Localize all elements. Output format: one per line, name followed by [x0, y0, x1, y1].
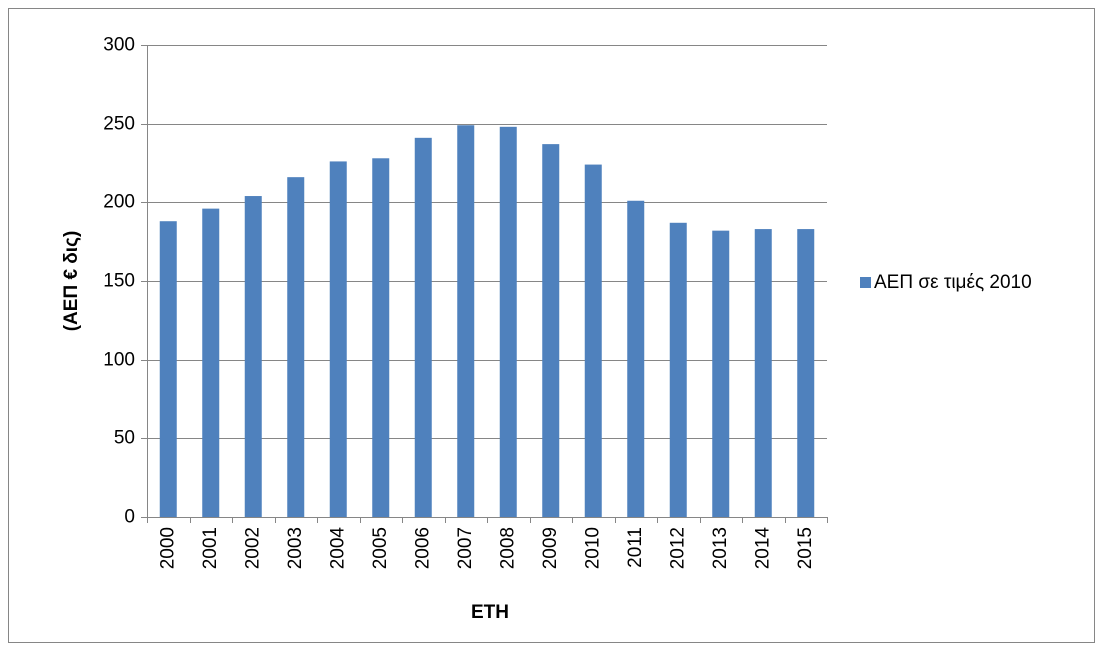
bar — [414, 137, 432, 517]
bar — [244, 196, 262, 518]
x-tick-label: 2013 — [710, 527, 731, 569]
x-tick-label: 2005 — [370, 527, 391, 569]
bar — [627, 200, 645, 517]
x-tick-label: 2009 — [540, 527, 561, 569]
bar — [542, 144, 560, 517]
x-tick-label: 2011 — [625, 527, 646, 568]
bar — [329, 161, 347, 517]
bar — [287, 177, 305, 517]
x-tick-label: 2006 — [412, 527, 433, 569]
x-tick-label: 2001 — [200, 527, 221, 569]
legend-label: ΑΕΠ σε τιμές 2010 — [874, 272, 1032, 293]
y-tick-label: 150 — [103, 271, 135, 292]
bar — [202, 208, 220, 518]
x-tick-label: 2008 — [497, 527, 518, 569]
x-axis-title: ΕΤΗ — [471, 602, 509, 623]
bar — [372, 158, 390, 517]
x-tick-label: 2014 — [752, 527, 773, 570]
bar — [499, 126, 517, 518]
legend-swatch — [860, 277, 871, 288]
bar — [754, 229, 772, 517]
y-axis-title: (ΑΕΠ € δις) — [61, 231, 82, 332]
x-tick-label: 2000 — [157, 527, 178, 569]
bar — [584, 164, 602, 517]
y-tick-label: 250 — [103, 114, 135, 135]
y-tick-label: 50 — [114, 428, 135, 449]
y-tick-label: 300 — [103, 35, 135, 56]
x-tick-label: 2015 — [795, 527, 816, 569]
x-tick-label: 2007 — [455, 527, 476, 569]
y-tick-label: 0 — [124, 507, 135, 528]
bar — [712, 230, 730, 518]
x-tick-label: 2012 — [667, 527, 688, 569]
x-tick-label: 2010 — [582, 527, 603, 569]
bar — [797, 229, 815, 517]
y-tick-label: 100 — [103, 350, 135, 371]
bar — [669, 222, 687, 517]
bar — [159, 221, 177, 518]
x-tick-label: 2002 — [242, 527, 263, 569]
y-tick-label: 200 — [103, 192, 135, 213]
bar — [457, 125, 475, 518]
x-tick-label: 2003 — [285, 527, 306, 569]
x-tick-label: 2004 — [327, 527, 348, 570]
